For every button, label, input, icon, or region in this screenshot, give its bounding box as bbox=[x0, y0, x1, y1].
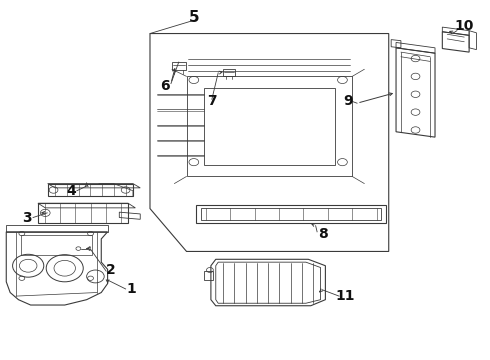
Text: 10: 10 bbox=[455, 19, 474, 33]
Text: 2: 2 bbox=[106, 263, 116, 277]
Text: 5: 5 bbox=[189, 10, 199, 25]
Text: 9: 9 bbox=[343, 94, 353, 108]
Text: 1: 1 bbox=[126, 282, 136, 296]
Text: 3: 3 bbox=[22, 211, 31, 225]
Text: 4: 4 bbox=[66, 184, 76, 198]
Text: 6: 6 bbox=[160, 80, 170, 93]
Text: 8: 8 bbox=[318, 227, 328, 241]
Text: 7: 7 bbox=[207, 94, 217, 108]
Text: 11: 11 bbox=[335, 289, 355, 303]
